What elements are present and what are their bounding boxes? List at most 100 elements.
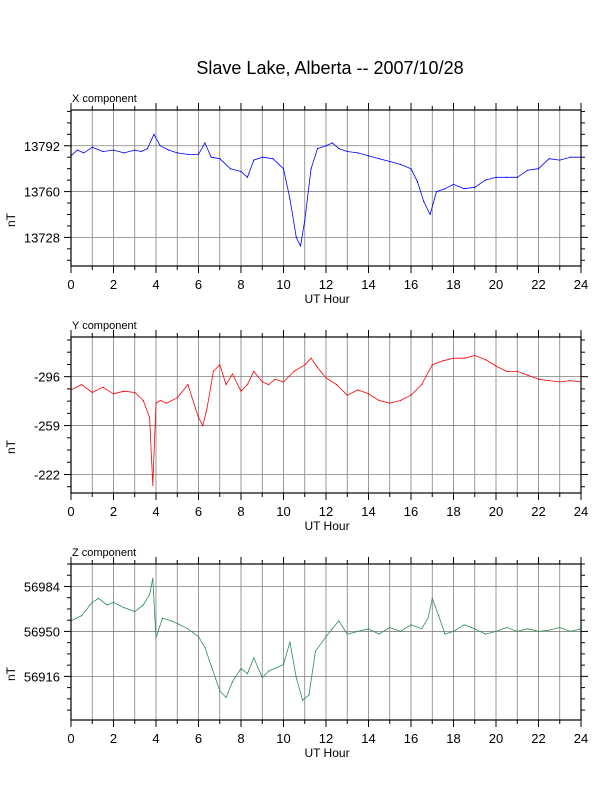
data-series-line: [70, 578, 582, 701]
x-tick-label: 10: [276, 504, 290, 519]
data-point: [231, 681, 234, 683]
data-series-line: [70, 355, 582, 486]
x-tick-label: 2: [110, 731, 117, 746]
data-point: [282, 381, 285, 383]
data-point: [378, 633, 380, 635]
data-point: [310, 357, 312, 359]
data-point: [210, 156, 212, 158]
data-point: [452, 183, 455, 185]
data-point: [187, 384, 189, 386]
data-point: [435, 191, 438, 193]
data-point: [289, 198, 291, 200]
data-point: [399, 399, 401, 402]
data-point: [246, 384, 248, 386]
data-point: [229, 168, 231, 170]
data-point: [83, 152, 85, 154]
data-point: [316, 366, 319, 368]
x-axis-title: UT Hour: [304, 519, 349, 533]
data-point: [219, 690, 221, 692]
x-tick-label: 20: [489, 504, 503, 519]
data-point: [569, 380, 572, 382]
data-point: [240, 667, 242, 670]
data-point: [102, 386, 104, 388]
x-tick-label: 20: [489, 277, 503, 292]
x-axis-title: UT Hour: [304, 292, 349, 306]
x-tick-label: 14: [361, 731, 375, 746]
data-point: [91, 146, 93, 148]
x-tick-label: 14: [361, 504, 375, 519]
data-point: [389, 402, 391, 404]
data-point: [123, 390, 125, 392]
data-point: [106, 604, 108, 606]
data-point: [431, 597, 433, 600]
x-tick-label: 0: [67, 731, 74, 746]
data-point: [367, 155, 370, 157]
data-point: [112, 393, 115, 395]
data-point: [537, 168, 540, 170]
data-point: [548, 380, 550, 382]
data-point: [289, 641, 291, 643]
data-point: [367, 628, 370, 630]
data-point: [346, 633, 348, 635]
data-point: [293, 370, 295, 372]
data-point: [463, 357, 465, 359]
chart-title: Slave Lake, Alberta -- 2007/10/28: [196, 58, 464, 78]
data-point: [338, 620, 340, 622]
data-point: [410, 168, 412, 170]
data-point: [123, 152, 125, 154]
data-point: [506, 626, 508, 629]
data-point: [176, 622, 178, 625]
data-point: [357, 630, 359, 633]
data-point: [210, 665, 212, 667]
data-point: [336, 384, 338, 386]
data-point: [442, 360, 444, 362]
data-point: [134, 391, 136, 394]
data-point: [310, 168, 312, 170]
data-point: [76, 149, 78, 151]
data-point: [527, 374, 529, 376]
data-point: [357, 389, 359, 391]
data-point: [444, 188, 446, 190]
data-point: [484, 633, 486, 635]
data-point: [161, 617, 163, 619]
y-axis-title: nT: [4, 212, 18, 227]
data-point: [170, 620, 172, 622]
data-point: [410, 624, 412, 626]
data-point: [389, 160, 391, 163]
panel-label: Z component: [72, 547, 136, 559]
data-point: [246, 176, 248, 178]
data-point: [231, 373, 234, 375]
data-point: [346, 394, 348, 396]
data-point: [378, 399, 380, 402]
data-point: [112, 601, 115, 603]
x-tick-label: 24: [574, 277, 588, 292]
data-point: [166, 402, 168, 404]
y-tick-label: 13760: [24, 185, 60, 200]
x-tick-label: 22: [531, 277, 545, 292]
data-point: [155, 402, 157, 404]
x-tick-label: 18: [446, 277, 460, 292]
data-point: [431, 364, 433, 366]
data-point: [325, 377, 327, 379]
data-point: [176, 397, 178, 399]
y-tick-label: 56984: [24, 579, 60, 594]
data-point: [438, 615, 440, 617]
data-point: [102, 150, 104, 153]
data-point: [261, 381, 263, 383]
data-point: [197, 153, 200, 155]
data-point: [81, 615, 83, 617]
x-tick-label: 2: [110, 504, 117, 519]
x-tick-label: 4: [152, 277, 159, 292]
x-tick-label: 14: [361, 277, 375, 292]
data-point: [463, 188, 465, 190]
data-point: [474, 186, 476, 188]
data-point: [474, 354, 476, 357]
data-point: [225, 696, 227, 699]
data-point: [516, 370, 518, 372]
data-point: [516, 176, 518, 178]
data-point: [304, 219, 306, 221]
data-point: [134, 149, 136, 151]
data-point: [495, 630, 497, 633]
data-point: [325, 145, 327, 147]
data-point: [253, 657, 255, 659]
